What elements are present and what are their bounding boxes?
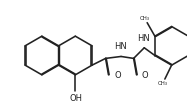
Text: OH: OH (70, 94, 83, 103)
Text: O: O (114, 71, 121, 80)
Text: HN: HN (114, 42, 127, 51)
Text: CH₃: CH₃ (158, 81, 168, 86)
Text: CH₃: CH₃ (140, 16, 150, 21)
Text: O: O (142, 71, 149, 80)
Text: HN: HN (137, 34, 150, 43)
